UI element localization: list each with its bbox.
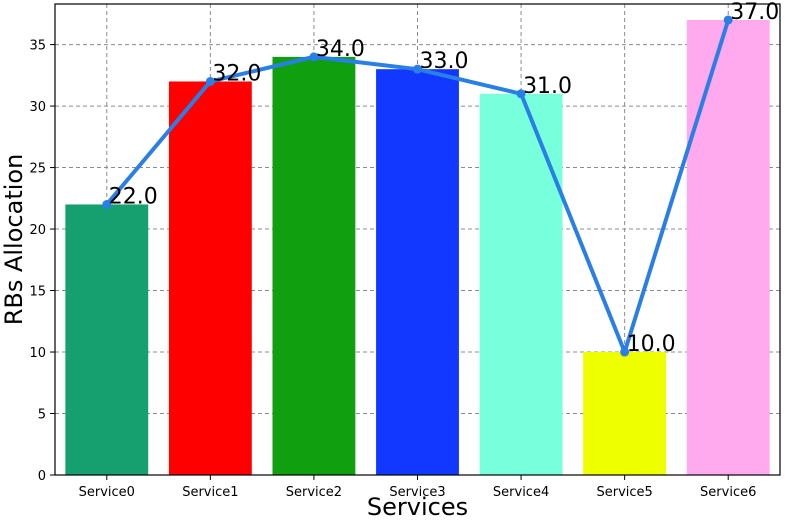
bar-service6	[686, 19, 770, 476]
line-point-service1	[205, 76, 215, 86]
bar-service0	[65, 204, 149, 475]
y-axis-label: RBs Allocation	[0, 154, 28, 326]
y-tick-label: 5	[38, 408, 46, 423]
line-point-service2	[309, 52, 319, 62]
x-tick-label: Service6	[700, 485, 756, 500]
data-label-service3: 33.0	[420, 49, 469, 74]
data-label-service1: 32.0	[212, 61, 261, 86]
bar-service5	[583, 352, 667, 475]
ticks-layer: 0 5 10 15 20 25 30 35 Service0 Service1 Service2 Se…	[29, 39, 756, 500]
data-label-service4: 31.0	[523, 74, 572, 99]
y-tick-label: 25	[29, 162, 46, 177]
bars-layer	[65, 19, 770, 476]
line-point-service4	[516, 89, 526, 99]
y-tick-label: 30	[29, 100, 46, 115]
bar-service2	[272, 56, 356, 476]
y-tick-label: 10	[29, 346, 46, 361]
line-point-service3	[413, 64, 422, 74]
bar-service1	[168, 81, 252, 476]
x-axis-label: Services	[367, 493, 468, 521]
x-tick-label: Service4	[493, 485, 549, 500]
y-tick-label: 20	[29, 223, 46, 238]
y-tick-label: 15	[29, 285, 46, 300]
x-tick-label: Service5	[596, 485, 652, 500]
x-tick-label: Service0	[79, 485, 135, 500]
x-tick-label: Service2	[286, 485, 342, 500]
bar-service4	[479, 93, 563, 476]
data-label-service0: 22.0	[109, 184, 158, 209]
line-layer	[102, 15, 733, 357]
bar-service3	[376, 69, 459, 475]
line-point-service5	[620, 347, 630, 357]
x-tick-label: Service1	[182, 485, 238, 500]
x-tick-label: Service3	[389, 485, 445, 500]
y-tick-label: 35	[29, 39, 46, 54]
line-point-service0	[102, 199, 112, 209]
line-point-service6	[723, 15, 733, 25]
data-label-service2: 34.0	[316, 37, 365, 62]
data-label-service5: 10.0	[627, 332, 676, 357]
y-tick-label: 0	[38, 469, 46, 484]
